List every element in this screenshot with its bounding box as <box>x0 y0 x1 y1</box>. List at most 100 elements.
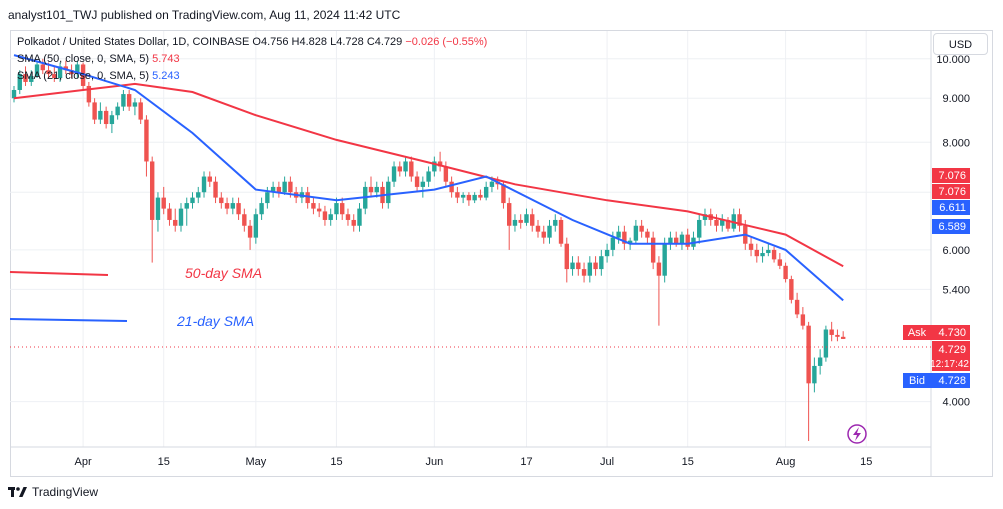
candle-78 <box>460 192 466 204</box>
candle-body-51 <box>305 192 310 204</box>
candle-body-7 <box>52 74 57 78</box>
candle-body-10 <box>69 70 74 75</box>
candle-body-90 <box>530 214 535 226</box>
candle-body-72 <box>426 171 431 182</box>
candle-35 <box>213 176 218 204</box>
candle-117 <box>685 228 690 250</box>
candle-body-5 <box>40 64 45 71</box>
bid-tag-label-bg <box>903 373 932 388</box>
candle-body-24 <box>149 161 155 220</box>
candle-body-48 <box>288 181 293 193</box>
candle-body-29 <box>178 208 184 226</box>
last-price-value: 4.729 <box>938 344 966 356</box>
candle-90 <box>530 208 535 232</box>
candle-body-132 <box>771 249 777 260</box>
candle-20 <box>126 89 132 111</box>
candle-body-30 <box>184 203 189 209</box>
x-tick-label-9: 15 <box>860 456 872 468</box>
candle-126 <box>737 208 742 232</box>
price-tag-3-bg <box>932 200 970 215</box>
candle-18 <box>115 102 120 120</box>
candle-body-28 <box>173 219 178 226</box>
candle-body-35 <box>213 181 218 198</box>
candle-113 <box>662 237 667 283</box>
y-tick-label-5: 5.400 <box>942 284 970 296</box>
candle-body-100 <box>587 262 593 276</box>
candle-42 <box>253 208 259 244</box>
candle-54 <box>322 205 328 226</box>
legend-sma50-row[interactable]: SMA (50, close, 0, SMA, 5) 5.743 <box>17 51 487 68</box>
candle-body-133 <box>777 259 783 266</box>
candle-body-34 <box>207 176 212 182</box>
candle-body-94 <box>553 219 558 226</box>
candle-body-144 <box>840 336 846 339</box>
candle-74 <box>437 151 443 172</box>
sma21-annotation: 21-day SMA <box>176 313 254 329</box>
candle-97 <box>570 256 575 276</box>
candle-17 <box>109 110 115 134</box>
candle-3 <box>29 70 34 86</box>
candle-33 <box>201 171 207 198</box>
candle-105 <box>616 225 621 244</box>
candle-body-11 <box>75 64 80 75</box>
bid-tag-bg <box>932 373 970 388</box>
candle-144 <box>840 331 846 340</box>
candle-body-92 <box>541 231 546 238</box>
zap-icon[interactable] <box>847 424 867 444</box>
candle-body-41 <box>247 225 253 238</box>
y-tick-label-1: 9.000 <box>942 93 970 105</box>
price-tag-3: 6.611 <box>939 202 966 214</box>
candle-body-56 <box>334 203 339 215</box>
candle-body-4 <box>34 64 40 77</box>
candle-95 <box>558 217 564 247</box>
candle-128 <box>748 237 754 257</box>
sma50-line <box>13 82 844 268</box>
candle-body-26 <box>161 197 166 209</box>
price-tag-1: 7.076 <box>938 170 966 182</box>
legend-sma21-row[interactable]: SMA (21, close, 0, SMA, 5) 5.243 <box>17 68 487 85</box>
candle-body-0 <box>11 89 17 99</box>
candle-body-19 <box>121 94 126 107</box>
candle-88 <box>518 214 523 229</box>
y-tick-label-4: 6.000 <box>942 245 970 257</box>
candle-body-101 <box>593 262 598 270</box>
candle-21 <box>132 98 138 116</box>
tradingview-footer[interactable]: TradingView <box>8 482 98 502</box>
candle-123 <box>720 214 725 232</box>
candle-8 <box>57 62 63 82</box>
countdown-value: 12:17:42 <box>930 359 969 370</box>
candle-100 <box>587 256 593 283</box>
price-tags: 7.076 7.076 6.611 6.589 Ask 4.730 4.729 … <box>903 168 970 388</box>
candle-52 <box>311 197 316 215</box>
candle-body-115 <box>673 237 679 244</box>
y-tick-label-0: 10.000 <box>936 54 970 66</box>
candle-87 <box>512 214 518 232</box>
candle-body-6 <box>46 70 51 75</box>
candle-43 <box>259 197 264 220</box>
ask-tag-value: 4.730 <box>938 327 966 339</box>
sma-lines <box>13 54 844 302</box>
candle-67 <box>397 161 402 177</box>
candle-body-99 <box>581 269 587 276</box>
candle-body-54 <box>322 211 328 220</box>
candle-4 <box>34 62 40 78</box>
candle-89 <box>524 208 529 226</box>
currency-button[interactable]: USD <box>933 33 988 55</box>
candle-body-22 <box>138 102 143 120</box>
published-header: analyst101_TWJ published on TradingView.… <box>0 0 1003 30</box>
candle-0 <box>11 85 17 103</box>
candle-body-70 <box>414 176 420 187</box>
candle-body-37 <box>224 203 230 209</box>
time-axis-ticks: Apr 15 May 15 Jun 17 Jul 15 Aug 15 <box>75 456 873 468</box>
symbol-line: Polkadot / United States Dollar, 1D, COI… <box>17 36 250 48</box>
candle-82 <box>483 181 489 201</box>
published-text: analyst101_TWJ published on TradingView.… <box>8 8 401 22</box>
candle-body-110 <box>645 231 650 238</box>
candle-body-47 <box>282 181 287 193</box>
candle-110 <box>645 228 650 244</box>
candle-body-126 <box>737 214 742 226</box>
candle-body-109 <box>639 225 644 232</box>
sma50-annotation: 50-day SMA <box>185 265 262 281</box>
candle-body-38 <box>230 203 236 209</box>
